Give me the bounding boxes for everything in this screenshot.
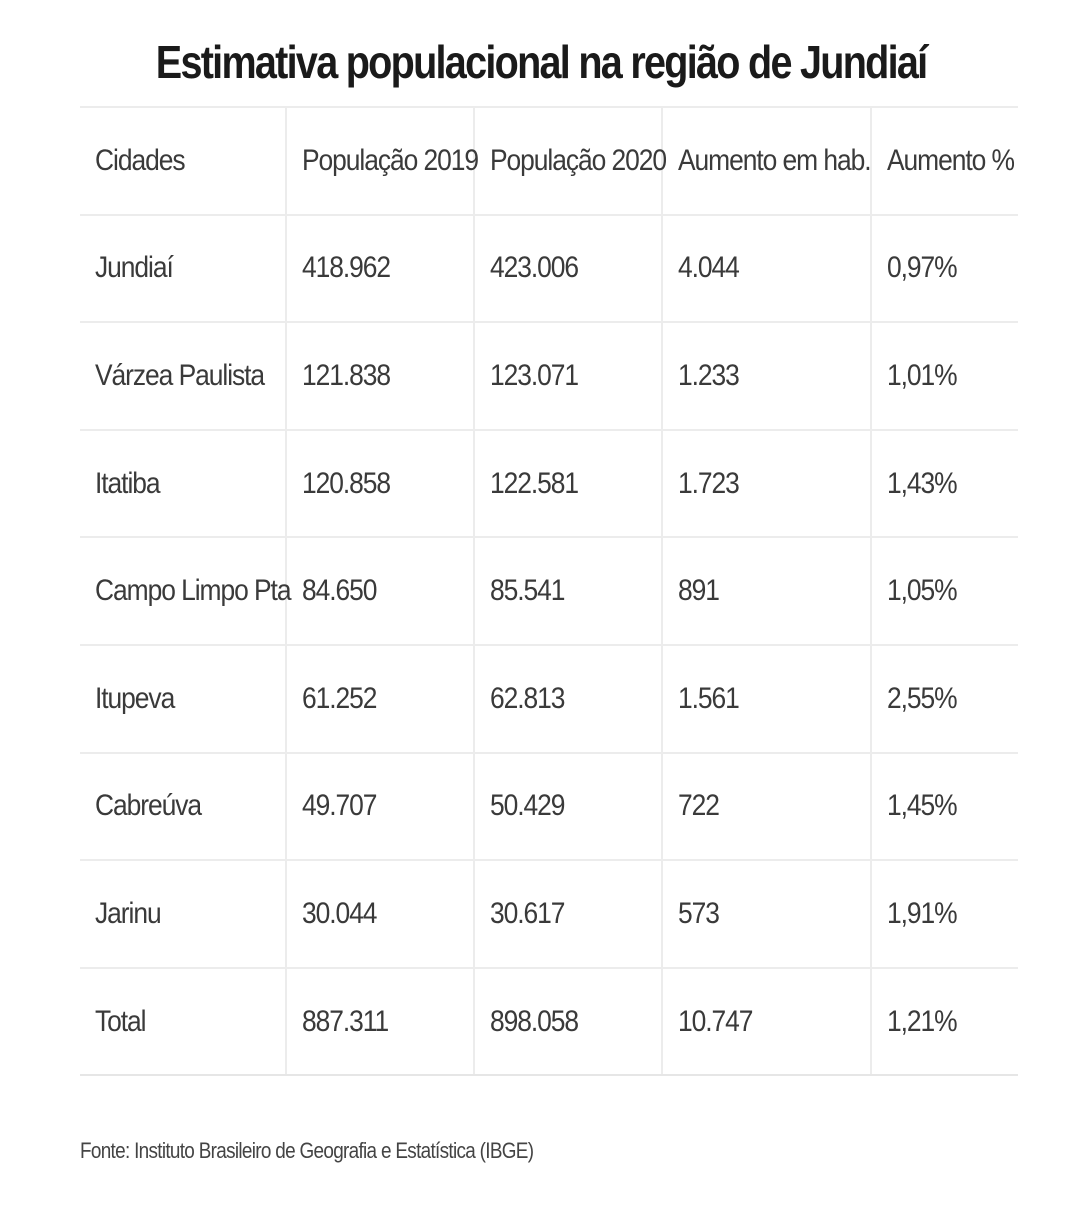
pop-2019-cell: 887.311 (285, 966, 474, 1077)
pop-2020-cell: 62.813 (473, 643, 662, 754)
city-cell: Cabreúva (80, 751, 286, 862)
city-cell: Total (80, 966, 286, 1077)
increase-pct-cell: 1,91% (870, 859, 1018, 969)
city-cell: Itupeva (80, 643, 286, 754)
increase-hab-cell: 1.723 (661, 428, 871, 539)
increase-pct-cell: 1,01% (870, 321, 1018, 431)
increase-pct-cell: 2,55% (870, 643, 1018, 754)
pop-2019-cell: 84.650 (285, 536, 474, 646)
city-cell: Jundiaí (80, 213, 286, 324)
header-cidades: Cidades (80, 106, 286, 216)
increase-hab-cell: 4.044 (661, 213, 871, 324)
pop-2020-cell: 85.541 (473, 536, 662, 646)
page-title: Estimativa populacional na região de Jun… (155, 36, 928, 88)
pop-2019-cell: 121.838 (285, 321, 474, 431)
population-table-container: Cidades População 2019 População 2020 Au… (80, 106, 1018, 1077)
increase-hab-cell: 1.561 (661, 643, 871, 754)
increase-hab-cell: 10.747 (661, 966, 871, 1077)
table-header-row: Cidades População 2019 População 2020 Au… (80, 106, 1018, 216)
pop-2019-cell: 418.962 (285, 213, 474, 324)
table-row: Jundiaí 418.962 423.006 4.044 0,97% (80, 213, 1018, 324)
pop-2020-cell: 30.617 (473, 859, 662, 969)
increase-pct-cell: 1,05% (870, 536, 1018, 646)
pop-2020-cell: 123.071 (473, 321, 662, 431)
pop-2020-cell: 423.006 (473, 213, 662, 324)
increase-pct-cell: 1,21% (870, 966, 1018, 1077)
header-aumento-pct: Aumento % (870, 106, 1018, 216)
source-note: Fonte: Instituto Brasileiro de Geografia… (80, 1138, 534, 1163)
population-table: Cidades População 2019 População 2020 Au… (80, 106, 1018, 1077)
table-row: Jarinu 30.044 30.617 573 1,91% (80, 859, 1018, 969)
table-row: Várzea Paulista 121.838 123.071 1.233 1,… (80, 321, 1018, 431)
table-row: Campo Limpo Pta 84.650 85.541 891 1,05% (80, 536, 1018, 646)
table-total-row: Total 887.311 898.058 10.747 1,21% (80, 966, 1018, 1077)
city-cell: Itatiba (80, 428, 286, 539)
increase-hab-cell: 722 (661, 751, 871, 862)
city-cell: Várzea Paulista (80, 321, 286, 431)
pop-2020-cell: 50.429 (473, 751, 662, 862)
pop-2019-cell: 120.858 (285, 428, 474, 539)
increase-pct-cell: 1,45% (870, 751, 1018, 862)
pop-2020-cell: 122.581 (473, 428, 662, 539)
city-cell: Campo Limpo Pta (80, 536, 292, 646)
increase-pct-cell: 0,97% (870, 213, 1018, 324)
city-cell: Jarinu (80, 859, 286, 969)
header-aumento-hab: Aumento em hab. (661, 106, 872, 216)
header-populacao-2020: População 2020 (473, 106, 667, 216)
increase-hab-cell: 891 (661, 536, 871, 646)
pop-2020-cell: 898.058 (473, 966, 662, 1077)
table-row: Itatiba 120.858 122.581 1.723 1,43% (80, 428, 1018, 539)
increase-pct-cell: 1,43% (870, 428, 1018, 539)
table-row: Cabreúva 49.707 50.429 722 1,45% (80, 751, 1018, 862)
table-row: Itupeva 61.252 62.813 1.561 2,55% (80, 643, 1018, 754)
pop-2019-cell: 61.252 (285, 643, 474, 754)
increase-hab-cell: 1.233 (661, 321, 871, 431)
increase-hab-cell: 573 (661, 859, 871, 969)
pop-2019-cell: 30.044 (285, 859, 474, 969)
pop-2019-cell: 49.707 (285, 751, 474, 862)
header-populacao-2019: População 2019 (285, 106, 479, 216)
